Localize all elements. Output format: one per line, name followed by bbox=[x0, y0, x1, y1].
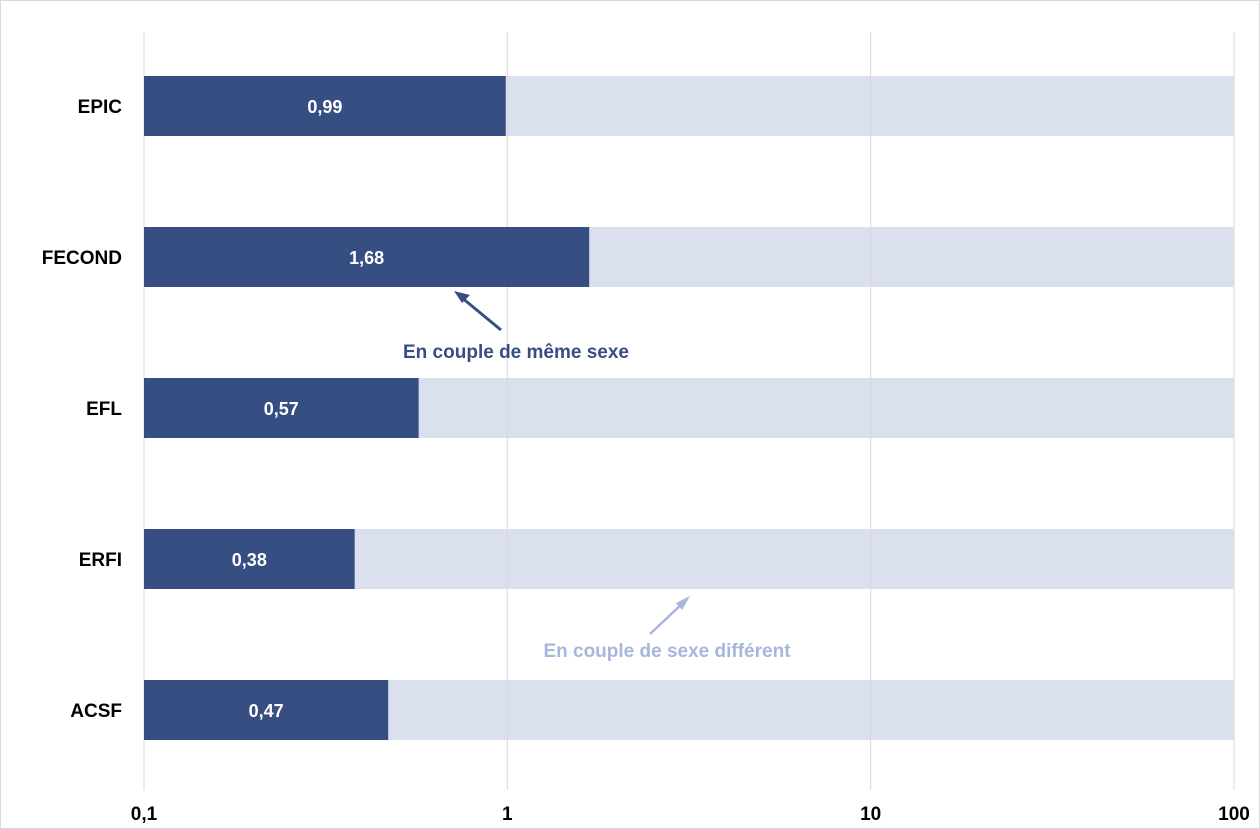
x-tick-label-1: 1 bbox=[502, 804, 513, 825]
value-label-epic: 0,99 bbox=[307, 97, 342, 117]
x-tick-label-2: 10 bbox=[860, 804, 881, 825]
value-bar-efl bbox=[144, 378, 419, 438]
category-label-acsf: ACSF bbox=[70, 701, 122, 722]
value-labels: 0,99 1,68 0,57 0,38 0,47 bbox=[232, 97, 384, 721]
annotations: En couple de même sexe En couple de sexe … bbox=[403, 291, 791, 662]
annotation-arrow-same-sex bbox=[460, 295, 502, 332]
annotation-different-sex: En couple de sexe différent bbox=[543, 641, 791, 662]
category-label-epic: EPIC bbox=[78, 97, 123, 118]
value-bar-fecond bbox=[144, 227, 590, 287]
category-labels: EPIC FECOND EFL ERFI ACSF bbox=[42, 97, 123, 722]
value-label-efl: 0,57 bbox=[264, 399, 299, 419]
value-bars bbox=[144, 76, 590, 740]
x-tick-label-0: 0,1 bbox=[131, 804, 158, 825]
value-label-fecond: 1,68 bbox=[349, 248, 384, 268]
annotation-arrowhead-different-sex bbox=[676, 596, 690, 610]
annotation-arrowhead-same-sex bbox=[454, 291, 470, 303]
annotation-same-sex: En couple de même sexe bbox=[403, 342, 629, 363]
category-label-fecond: FECOND bbox=[42, 248, 122, 269]
value-bar-erfi bbox=[144, 529, 355, 589]
category-label-erfi: ERFI bbox=[79, 550, 122, 571]
value-label-acsf: 0,47 bbox=[249, 701, 284, 721]
annotation-arrow-different-sex bbox=[649, 601, 685, 635]
value-bar-acsf bbox=[144, 680, 389, 740]
value-label-erfi: 0,38 bbox=[232, 550, 267, 570]
category-label-efl: EFL bbox=[86, 399, 122, 420]
x-tick-label-3: 100 bbox=[1218, 804, 1250, 825]
tick-labels: 0,1 1 10 100 bbox=[131, 804, 1250, 825]
value-bar-epic bbox=[144, 76, 506, 136]
